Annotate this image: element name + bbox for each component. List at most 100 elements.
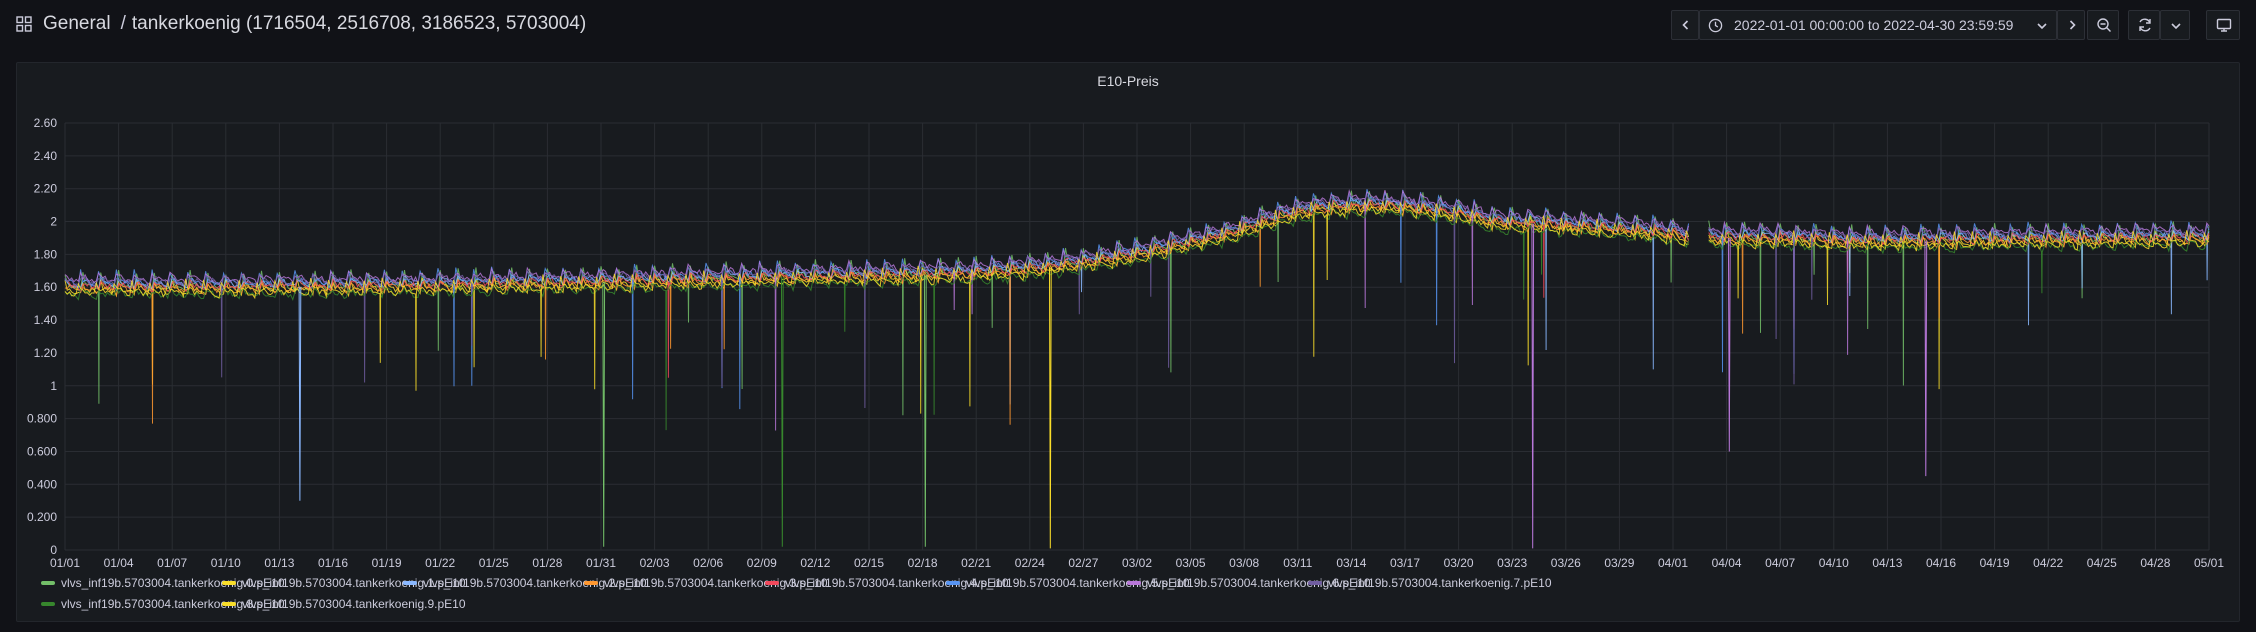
chevron-right-icon	[2066, 19, 2078, 31]
x-tick-label: 02/15	[854, 556, 884, 570]
series-line	[64, 190, 1690, 416]
series-spike	[1924, 240, 1928, 477]
y-tick-label: 0.800	[27, 412, 57, 426]
x-tick-label: 01/19	[372, 556, 402, 570]
legend-label: vlvs_inf19b.5703004.tankerkoenig.7.pE10	[1328, 576, 1552, 590]
series-line	[64, 197, 1689, 414]
legend-color-swatch	[584, 580, 598, 585]
y-tick-label: 1.80	[34, 247, 58, 261]
x-tick-label: 04/13	[1872, 556, 1902, 570]
series-line	[64, 201, 1689, 425]
legend-item[interactable]: vlvs_inf19b.5703004.tankerkoenig.6.pE10	[1127, 576, 1371, 590]
legend-label: vlvs_inf19b.5703004.tankerkoenig.9.pE10	[242, 597, 466, 611]
x-tick-label: 03/17	[1390, 556, 1420, 570]
x-tick-label: 01/28	[532, 556, 562, 570]
series-line	[64, 199, 1690, 407]
time-shift-forward-button[interactable]	[2057, 10, 2085, 40]
series-line	[1708, 233, 2210, 334]
series-spike	[298, 286, 302, 501]
legend-label: vlvs_inf19b.5703004.tankerkoenig.5.pE10	[966, 576, 1190, 590]
series-spike	[602, 282, 606, 547]
legend-color-swatch	[222, 580, 236, 585]
legend-color-swatch	[946, 580, 960, 585]
series-spike	[923, 274, 927, 547]
chevron-down-icon	[2036, 20, 2048, 32]
legend-item[interactable]: vlvs_inf19b.5703004.tankerkoenig.9.pE10	[222, 597, 466, 611]
legend-label: vlvs_inf19b.5703004.tankerkoenig.2.pE10	[423, 576, 647, 590]
time-range-text: 2022-01-01 00:00:00 to 2022-04-30 23:59:…	[1734, 17, 2014, 33]
x-tick-label: 04/10	[1819, 556, 1849, 570]
x-tick-label: 04/07	[1765, 556, 1795, 570]
time-range-picker[interactable]: 2022-01-01 00:00:00 to 2022-04-30 23:59:…	[1699, 10, 2057, 40]
x-tick-label: 01/04	[104, 556, 134, 570]
x-tick-label: 04/22	[2033, 556, 2063, 570]
legend-label: vlvs_inf19b.5703004.tankerkoenig.4.pE10	[785, 576, 1009, 590]
y-tick-label: 2.20	[34, 182, 58, 196]
series-line	[1708, 230, 2210, 306]
legend-color-swatch	[222, 601, 236, 606]
y-tick-label: 2.40	[34, 149, 58, 163]
refresh-interval-picker[interactable]	[2160, 10, 2190, 40]
x-tick-label: 05/01	[2194, 556, 2224, 570]
refresh-button[interactable]	[2128, 10, 2160, 40]
timeseries-chart[interactable]: 0 0.200 0.400 0.600 0.800 1 1.20 1.40 1.60 1.80 2 2…	[17, 63, 2241, 575]
apps-grid-icon[interactable]	[16, 16, 32, 32]
series-line	[1708, 229, 2210, 390]
x-tick-label: 02/03	[640, 556, 670, 570]
x-tick-label: 03/14	[1336, 556, 1366, 570]
x-tick-label: 03/26	[1551, 556, 1581, 570]
legend-item[interactable]: vlvs_inf19b.5703004.tankerkoenig.3.pE10	[584, 576, 828, 590]
legend-item[interactable]: vlvs_inf19b.5703004.tankerkoenig.2.pE10	[403, 576, 647, 590]
x-tick-label: 03/05	[1176, 556, 1206, 570]
x-tick-label: 04/01	[1658, 556, 1688, 570]
time-shift-back-button[interactable]	[1671, 10, 1699, 40]
x-tick-label: 02/27	[1068, 556, 1098, 570]
zoom-out-button[interactable]	[2087, 10, 2119, 40]
breadcrumb: General / tankerkoenig (1716504, 2516708, …	[43, 13, 586, 35]
y-tick-label: 2.60	[34, 116, 58, 130]
series-spike	[1531, 223, 1535, 549]
legend-label: vlvs_inf19b.5703004.tankerkoenig.3.pE10	[604, 576, 828, 590]
series-line	[64, 189, 1690, 431]
tv-mode-button[interactable]	[2206, 10, 2240, 40]
legend-item[interactable]: vlvs_inf19b.5703004.tankerkoenig.5.pE10	[946, 576, 1190, 590]
legend-item[interactable]: vlvs_inf19b.5703004.tankerkoenig.7.pE10	[1308, 576, 1552, 590]
refresh-icon	[2137, 17, 2153, 33]
x-tick-label: 01/16	[318, 556, 348, 570]
legend-item[interactable]: vlvs_inf19b.5703004.tankerkoenig.0.pE10	[41, 576, 285, 590]
top-navbar: General / tankerkoenig (1716504, 2516708, …	[0, 0, 2256, 52]
x-tick-label: 01/22	[425, 556, 455, 570]
panel-title[interactable]: E10-Preis	[1097, 73, 1159, 89]
series-line	[64, 192, 1690, 409]
y-tick-label: 0.600	[27, 444, 57, 458]
x-tick-label: 03/02	[1122, 556, 1152, 570]
x-tick-label: 03/29	[1604, 556, 1634, 570]
legend-label: vlvs_inf19b.5703004.tankerkoenig.6.pE10	[1147, 576, 1371, 590]
series-line	[64, 196, 1689, 405]
legend-item[interactable]: vlvs_inf19b.5703004.tankerkoenig.8.pE10	[41, 597, 285, 611]
legend-item[interactable]: vlvs_inf19b.5703004.tankerkoenig.1.pE10	[222, 576, 466, 590]
series-line	[64, 206, 1690, 431]
x-tick-label: 02/06	[693, 556, 723, 570]
legend-color-swatch	[41, 580, 55, 585]
legend-item[interactable]: vlvs_inf19b.5703004.tankerkoenig.4.pE10	[765, 576, 1009, 590]
legend-label: vlvs_inf19b.5703004.tankerkoenig.8.pE10	[61, 597, 285, 611]
y-tick-label: 1	[50, 379, 57, 393]
y-tick-label: 1.60	[34, 280, 58, 294]
x-tick-label: 01/13	[264, 556, 294, 570]
dashboard-title[interactable]: tankerkoenig (1716504, 2516708, 3186523,…	[131, 13, 587, 34]
x-tick-label: 01/07	[157, 556, 187, 570]
breadcrumb-folder[interactable]: General	[43, 13, 111, 34]
y-tick-label: 1.40	[34, 313, 58, 327]
x-tick-label: 04/16	[1926, 556, 1956, 570]
x-tick-label: 01/01	[50, 556, 80, 570]
x-tick-label: 03/20	[1444, 556, 1474, 570]
legend-color-swatch	[1127, 580, 1141, 585]
legend-color-swatch	[1308, 580, 1322, 585]
y-tick-label: 0	[50, 543, 57, 557]
legend-color-swatch	[765, 580, 779, 585]
x-tick-label: 02/21	[961, 556, 991, 570]
clock-icon	[1708, 18, 1723, 33]
x-tick-label: 02/09	[747, 556, 777, 570]
legend-label: vlvs_inf19b.5703004.tankerkoenig.1.pE10	[242, 576, 466, 590]
